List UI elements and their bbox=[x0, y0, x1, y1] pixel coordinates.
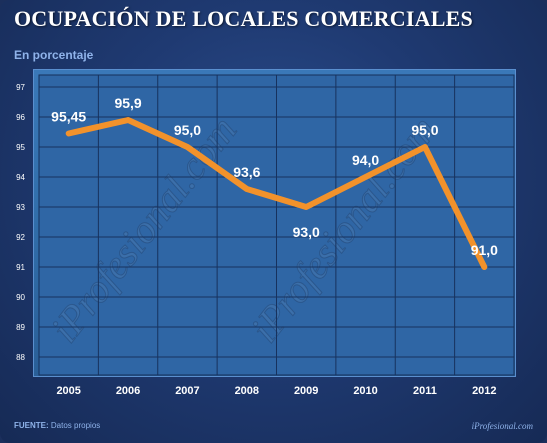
plot-border bbox=[38, 74, 515, 376]
data-label: 91,0 bbox=[471, 242, 498, 258]
data-label: 93,0 bbox=[293, 224, 320, 240]
x-tick-label: 2010 bbox=[353, 385, 377, 397]
chart-title: OCUPACIÓN DE LOCALES COMERCIALES bbox=[14, 6, 473, 31]
data-label: 95,9 bbox=[114, 95, 141, 111]
y-tick-label: 96 bbox=[16, 113, 25, 122]
source-note: FUENTE: Datos propios bbox=[14, 421, 100, 430]
x-tick-label: 2007 bbox=[175, 385, 199, 397]
x-tick-label: 2008 bbox=[235, 385, 259, 397]
y-tick-label: 88 bbox=[16, 353, 25, 362]
y-tick-label: 92 bbox=[16, 233, 25, 242]
x-tick-label: 2006 bbox=[116, 385, 140, 397]
data-label: 95,45 bbox=[51, 109, 86, 125]
y-tick-label: 97 bbox=[16, 83, 25, 92]
x-tick-label: 2009 bbox=[294, 385, 318, 397]
y-tick-label: 91 bbox=[16, 263, 25, 272]
source-text: Datos propios bbox=[50, 421, 101, 430]
y-tick-label: 89 bbox=[16, 323, 25, 332]
y-tick-label: 90 bbox=[16, 293, 25, 302]
source-label: FUENTE: bbox=[14, 421, 49, 430]
data-label: 93,6 bbox=[233, 164, 260, 180]
y-tick-label: 95 bbox=[16, 143, 25, 152]
series-line bbox=[65, 117, 488, 270]
y-tick-label: 94 bbox=[16, 173, 25, 182]
data-label: 95,0 bbox=[411, 122, 438, 138]
x-tick-label: 2011 bbox=[413, 385, 437, 397]
chart-subtitle: En porcentaje bbox=[14, 48, 94, 62]
y-tick-label: 93 bbox=[16, 203, 25, 212]
data-label: 94,0 bbox=[352, 152, 379, 168]
x-tick-label: 2005 bbox=[56, 385, 80, 397]
x-tick-label: 2012 bbox=[472, 385, 496, 397]
brand-credit: iProfesional.com bbox=[471, 421, 533, 431]
data-label: 95,0 bbox=[174, 122, 201, 138]
